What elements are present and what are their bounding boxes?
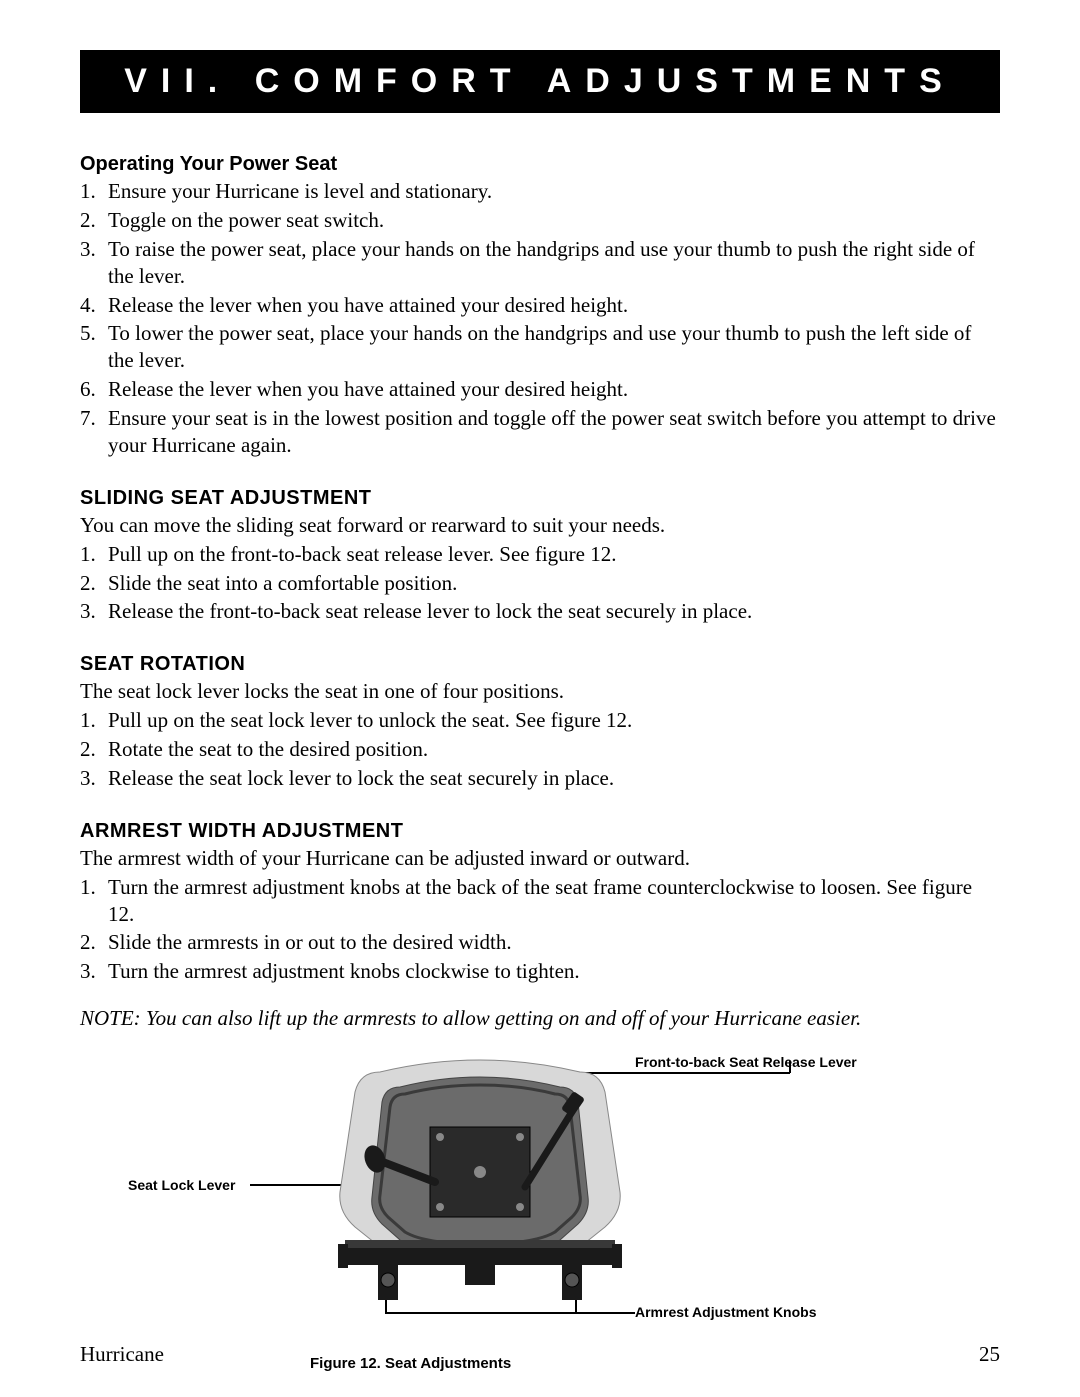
list-item: 6.Release the lever when you have attain…	[80, 376, 1000, 403]
list-item: 3.Turn the armrest adjustment knobs cloc…	[80, 958, 1000, 985]
footer-right: 25	[979, 1342, 1000, 1367]
seat-diagram	[300, 1052, 660, 1332]
figure-label-seat-lock: Seat Lock Lever	[128, 1177, 235, 1193]
page-header: VII. COMFORT ADJUSTMENTS	[80, 50, 1000, 113]
note-text: NOTE: You can also lift up the armrests …	[80, 1005, 1000, 1032]
list-item: 1.Pull up on the front-to-back seat rele…	[80, 541, 1000, 568]
section-intro: The seat lock lever locks the seat in on…	[80, 678, 1000, 705]
list-item: 4.Release the lever when you have attain…	[80, 292, 1000, 319]
list-item: 7.Ensure your seat is in the lowest posi…	[80, 405, 1000, 459]
list-item: 5.To lower the power seat, place your ha…	[80, 320, 1000, 374]
list-item: 2.Slide the seat into a comfortable posi…	[80, 570, 1000, 597]
list-item: 1.Ensure your Hurricane is level and sta…	[80, 178, 1000, 205]
list-item: 3.To raise the power seat, place your ha…	[80, 236, 1000, 290]
list-item: 1.Turn the armrest adjustment knobs at t…	[80, 874, 1000, 928]
list-item: 1.Pull up on the seat lock lever to unlo…	[80, 707, 1000, 734]
list-item: 2.Slide the armrests in or out to the de…	[80, 929, 1000, 956]
section-title-operating: Operating Your Power Seat	[80, 153, 1000, 176]
section-intro: You can move the sliding seat forward or…	[80, 512, 1000, 539]
section-title-armrest: ARMREST WIDTH ADJUSTMENT	[80, 820, 1000, 843]
page-footer: Hurricane 25	[80, 1342, 1000, 1367]
section-intro: The armrest width of your Hurricane can …	[80, 845, 1000, 872]
list-item: 2.Toggle on the power seat switch.	[80, 207, 1000, 234]
section-title-rotation: SEAT ROTATION	[80, 653, 1000, 676]
footer-left: Hurricane	[80, 1342, 164, 1367]
list-item: 3.Release the front-to-back seat release…	[80, 598, 1000, 625]
list-item: 3.Release the seat lock lever to lock th…	[80, 765, 1000, 792]
list-item: 2.Rotate the seat to the desired positio…	[80, 736, 1000, 763]
figure-container: Front-to-back Seat Release Lever Seat Lo…	[80, 1052, 1000, 1372]
section-title-sliding: SLIDING SEAT ADJUSTMENT	[80, 487, 1000, 510]
figure-label-armrest: Armrest Adjustment Knobs	[635, 1304, 817, 1320]
figure-label-front-back: Front-to-back Seat Release Lever	[635, 1054, 857, 1070]
